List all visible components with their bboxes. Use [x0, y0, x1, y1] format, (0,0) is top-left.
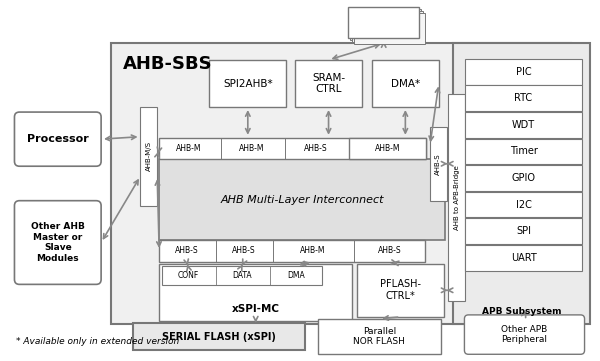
Text: xSPI-MC: xSPI-MC	[232, 304, 280, 314]
Text: SRAM: SRAM	[365, 17, 402, 27]
Text: SPI2AHB*: SPI2AHB*	[223, 78, 272, 88]
Text: WDT: WDT	[512, 120, 535, 130]
Text: AHB-S: AHB-S	[378, 247, 401, 255]
Text: DMA: DMA	[287, 271, 305, 280]
Text: * Available only in extended version: * Available only in extended version	[16, 338, 179, 347]
Text: APB Subsystem: APB Subsystem	[482, 307, 561, 316]
Bar	[466, 245, 581, 271]
Bar	[466, 139, 581, 164]
Bar	[295, 60, 362, 107]
Text: SRAM-
CTRL: SRAM- CTRL	[312, 73, 345, 94]
Text: DATA: DATA	[232, 271, 252, 280]
Text: Other APB
Peripheral: Other APB Peripheral	[502, 325, 548, 344]
Bar	[133, 323, 305, 350]
Text: Parallel
NOR FLASH: Parallel NOR FLASH	[353, 327, 405, 346]
Bar	[352, 11, 423, 42]
Text: Processor: Processor	[27, 134, 89, 144]
Text: AHB to APB-Bridge: AHB to APB-Bridge	[454, 165, 460, 230]
Text: SPI: SPI	[516, 226, 531, 236]
Text: RTC: RTC	[514, 93, 533, 103]
Bar	[140, 107, 157, 206]
FancyBboxPatch shape	[464, 315, 584, 354]
Bar	[159, 159, 445, 240]
Bar	[448, 94, 466, 301]
Bar	[357, 264, 444, 317]
FancyBboxPatch shape	[14, 112, 101, 166]
Bar	[349, 138, 426, 159]
Text: AHB-M: AHB-M	[176, 144, 202, 153]
Text: AHB Multi-Layer Interconnect: AHB Multi-Layer Interconnect	[220, 195, 384, 205]
Bar	[430, 127, 447, 201]
Bar	[466, 59, 581, 84]
Text: DMA*: DMA*	[391, 78, 420, 88]
Text: AHB-SBS: AHB-SBS	[123, 55, 212, 73]
Bar	[452, 43, 590, 324]
Text: PIC: PIC	[515, 67, 532, 77]
Bar	[466, 112, 581, 138]
Text: AHB-S: AHB-S	[436, 153, 442, 175]
FancyBboxPatch shape	[14, 201, 101, 284]
Text: SERIAL FLASH (xSPI): SERIAL FLASH (xSPI)	[162, 331, 276, 342]
Bar	[318, 319, 441, 354]
Bar	[372, 60, 439, 107]
Bar	[354, 13, 425, 44]
Text: Other AHB
Master or
Slave
Modules: Other AHB Master or Slave Modules	[31, 222, 85, 263]
Bar	[209, 60, 286, 107]
Bar	[159, 240, 425, 262]
Text: PFLASH-
CTRL*: PFLASH- CTRL*	[380, 279, 421, 301]
Text: AHB-S: AHB-S	[304, 144, 328, 153]
Text: UART: UART	[511, 253, 536, 263]
Bar	[348, 7, 419, 38]
Text: AHB-M: AHB-M	[239, 144, 265, 153]
Text: CONF: CONF	[177, 271, 199, 280]
Text: AHB-S: AHB-S	[175, 247, 199, 255]
Bar	[466, 192, 581, 217]
Text: AHB-M: AHB-M	[300, 247, 326, 255]
Bar	[111, 43, 571, 324]
Text: I2C: I2C	[515, 200, 532, 210]
Text: AHB-M/S: AHB-M/S	[146, 142, 152, 171]
Text: Timer: Timer	[509, 147, 538, 156]
Text: GPIO: GPIO	[512, 173, 536, 183]
Bar	[350, 9, 421, 40]
Bar	[466, 218, 581, 244]
Text: AHB-M: AHB-M	[375, 144, 400, 153]
Bar	[162, 266, 322, 285]
Bar	[159, 264, 352, 321]
Bar	[466, 165, 581, 191]
Bar	[159, 138, 426, 159]
Text: AHB-S: AHB-S	[232, 247, 256, 255]
Bar	[466, 86, 581, 111]
